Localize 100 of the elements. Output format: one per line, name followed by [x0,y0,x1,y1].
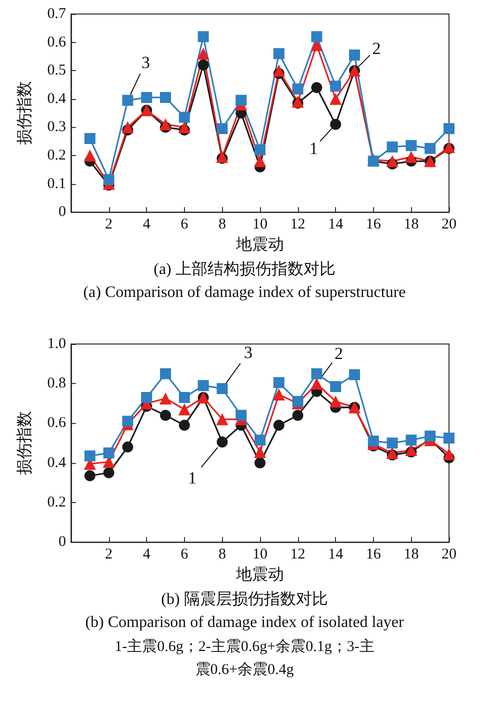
point [254,446,266,458]
y-tick-label: 1.0 [47,336,66,352]
point [254,155,266,168]
point [160,410,171,421]
point [84,150,96,162]
x-tick-label: 10 [252,546,268,563]
point [141,392,152,403]
y-axis-title: 损伤指数 [16,81,34,146]
text: (b) 隔震层损伤指数对比 [160,590,329,610]
point [273,377,284,388]
y-tick-label: 0.3 [47,119,66,136]
x-tick-label: 12 [290,216,306,233]
y-tick-label: 0.8 [47,376,66,392]
point [330,118,342,130]
text: 1-主震0.6g；2-主震0.6g+余震0.1g；3-主震0.6+余震0.4g [114,637,376,680]
point [444,432,454,444]
point [160,92,171,103]
point [406,140,417,152]
point [386,155,398,168]
point [84,133,96,144]
annotation: 3 [244,343,252,362]
point [349,369,360,380]
x-tick-label: 20 [442,216,456,233]
point [216,123,228,134]
point [160,368,171,380]
x-axis-title: 地震动 [235,236,284,254]
point [424,430,436,442]
x-tick-label: 20 [442,546,456,563]
y-tick-label: 0.6 [47,415,66,432]
point [122,121,134,134]
x-tick-label: 8 [218,216,226,233]
point [254,144,266,156]
point [178,420,190,431]
point [178,403,190,416]
point [424,142,436,154]
point [292,83,304,94]
annotation: 3 [141,52,150,72]
point [122,442,134,453]
point [273,420,284,431]
point [84,470,96,482]
point [216,413,228,426]
x-tick-label: 2 [105,216,113,233]
point [311,368,322,380]
point [386,438,398,449]
x-tick-label: 10 [252,216,268,233]
point [216,383,228,394]
x-tick-label: 14 [328,216,344,233]
x-tick-label: 4 [142,546,151,563]
y-tick-label: 0.5 [47,62,66,79]
point [444,123,454,134]
y-tick-label: 0.1 [47,176,66,192]
y-tick-label: 0.4 [47,454,66,471]
x-tick-label: 16 [366,216,382,233]
point [160,392,172,404]
point [216,436,228,448]
point [178,112,190,123]
point [122,416,134,427]
point [198,31,209,42]
x-tick-label: 2 [105,546,113,563]
point [272,64,285,77]
point [292,410,304,421]
x-tick-label: 6 [180,546,189,563]
point [311,82,322,94]
point [330,80,342,92]
point [122,94,134,106]
annotation: 2 [372,39,381,58]
point [405,150,418,163]
point [311,31,322,42]
text: (a) Comparison of damage index of superstructure [82,283,407,303]
point [273,48,284,60]
point [160,118,172,130]
point [349,50,360,61]
y-tick-label: 0.2 [47,494,66,510]
point [330,395,342,408]
point [386,142,398,153]
x-tick-label: 4 [142,216,151,233]
point [103,447,114,458]
point [103,467,114,478]
y-tick-label: 0 [58,534,66,550]
point [178,121,190,134]
point [330,381,342,392]
annotation: 1 [309,138,318,158]
text: (b) Comparison of damage index of isolated layer [84,613,405,633]
x-tick-label: 16 [366,546,382,563]
point [236,410,247,421]
x-tick-label: 14 [328,546,344,563]
x-tick-label: 8 [218,546,226,563]
point [178,392,190,403]
point [272,388,285,401]
point [292,396,304,407]
point [330,92,342,105]
point [310,378,323,390]
x-tick-label: 18 [404,546,419,563]
point [254,434,266,446]
y-tick-label: 0.7 [47,6,66,22]
y-tick-label: 0.4 [47,90,66,107]
y-tick-label: 0.6 [47,34,66,50]
point [254,457,266,468]
point [198,380,209,392]
annotation: 1 [188,468,196,488]
